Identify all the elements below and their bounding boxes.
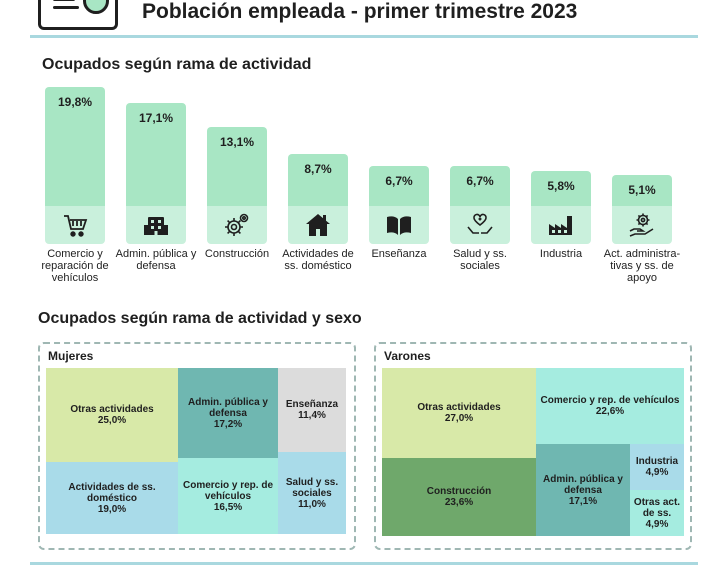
bar-category-label: Salud y ss. sociales — [453, 248, 507, 272]
gears-icon — [207, 206, 267, 244]
treemap-tile: Otras actividades 25,0% — [46, 368, 178, 462]
bar-value-label: 6,7% — [385, 173, 413, 188]
tile-label: Comercio y rep. de vehículos — [182, 479, 274, 502]
bar-5 — [369, 165, 429, 206]
page-title: Población empleada - primer trimestre 20… — [142, 0, 578, 23]
treemap-tile: Otras act. de ss. 4,9% — [630, 490, 684, 536]
footer-divider — [30, 562, 698, 565]
book-icon — [369, 206, 429, 244]
tile-value: 27,0% — [444, 413, 474, 424]
treemap-tile: Industria 4,9% — [630, 444, 684, 490]
tile-label: Admin. pública y defensa — [542, 473, 623, 496]
search-document-icon — [38, 0, 118, 30]
bar-3 — [207, 127, 267, 206]
tile-value: 4,9% — [645, 518, 669, 530]
section-title-activity-sex: Ocupados según rama de actividad y sexo — [38, 310, 362, 327]
header: Población empleada - primer trimestre 20… — [0, 0, 720, 40]
bar-category-label: Industria — [539, 248, 583, 260]
bar-category-label: Actividades de ss. doméstico — [282, 248, 354, 272]
header-divider — [30, 35, 698, 38]
tile-label: Actividades de ss. doméstico — [68, 481, 156, 504]
treemap-tile: Comercio y rep. de vehículos 16,5% — [178, 458, 278, 534]
section-title-activity: Ocupados según rama de actividad — [42, 56, 312, 73]
bar-value-label: 5,8% — [547, 179, 575, 194]
bar-8 — [612, 175, 672, 206]
tile-value: 17,1% — [568, 495, 598, 507]
men-panel-title: Varones — [384, 349, 431, 363]
bar-category-label: Act. administra-tivas y ss. de apoyo — [603, 248, 681, 284]
factory-icon — [531, 206, 591, 244]
tile-label: Admin. pública y defensa — [187, 396, 268, 419]
tile-value: 25,0% — [97, 415, 127, 426]
men-treemap-panel: Varones Otras actividades 27,0% Construcci… — [374, 342, 692, 550]
treemap-tile: Construcción 23,6% — [382, 458, 536, 536]
bar-chart: 19,8% Comercio y reparación de vehículos 1… — [0, 78, 720, 298]
treemap-tile: Otras actividades 27,0% — [382, 368, 536, 458]
bar-value-label: 19,8% — [57, 95, 93, 110]
bar-category-label: Admin. pública y defensa — [115, 248, 197, 272]
gear-hand-icon — [612, 206, 672, 244]
women-treemap-panel: Mujeres Otras actividades 25,0% Actividade… — [38, 342, 356, 550]
bar-4 — [288, 153, 348, 206]
bar-2 — [126, 103, 186, 206]
bar-value-label: 13,1% — [219, 135, 255, 150]
tile-value: 16,5% — [213, 501, 243, 513]
tile-label: Otras actividades — [417, 402, 501, 413]
tile-value: 17,2% — [213, 418, 243, 430]
tile-value: 23,6% — [444, 497, 474, 508]
tile-label: Construcción — [426, 486, 492, 497]
tile-value: 11,4% — [298, 410, 326, 421]
tile-label: Comercio y rep. de vehículos — [540, 395, 680, 406]
bar-1 — [45, 87, 105, 206]
bar-value-label: 8,7% — [304, 161, 332, 176]
tile-value: 11,0% — [298, 498, 326, 510]
treemap-tile: Admin. pública y defensa 17,2% — [178, 368, 278, 458]
treemap-tile: Comercio y rep. de vehículos 22,6% — [536, 368, 684, 444]
women-panel-title: Mujeres — [48, 349, 94, 363]
tile-value: 19,0% — [97, 503, 127, 515]
tile-label: Salud y ss. sociales — [285, 476, 339, 499]
bar-category-label: Construcción — [204, 248, 270, 260]
tile-value: 4,9% — [645, 467, 669, 478]
bar-category-label: Enseñanza — [371, 248, 427, 260]
tile-label: Enseñanza — [285, 399, 339, 410]
tile-value: 22,6% — [595, 406, 625, 417]
treemap-tile: Actividades de ss. doméstico 19,0% — [46, 462, 178, 534]
bar-7 — [531, 171, 591, 206]
bar-category-label: Comercio y reparación de vehículos — [41, 248, 109, 284]
building-icon — [126, 206, 186, 244]
treemap-tile: Admin. pública y defensa 17,1% — [536, 444, 630, 536]
tile-label: Otras actividades — [70, 404, 154, 415]
bar-6 — [450, 165, 510, 206]
treemap-tile: Enseñanza 11,4% — [278, 368, 346, 452]
bar-value-label: 17,1% — [138, 111, 174, 126]
treemap-tile: Salud y ss. sociales 11,0% — [278, 452, 346, 534]
bar-value-label: 5,1% — [628, 183, 656, 198]
house-icon — [288, 206, 348, 244]
tile-label: Industria — [635, 456, 679, 467]
tile-label: Otras act. de ss. — [633, 496, 681, 519]
cart-icon — [45, 206, 105, 244]
health-hands-icon — [450, 206, 510, 244]
bar-value-label: 6,7% — [466, 173, 494, 188]
